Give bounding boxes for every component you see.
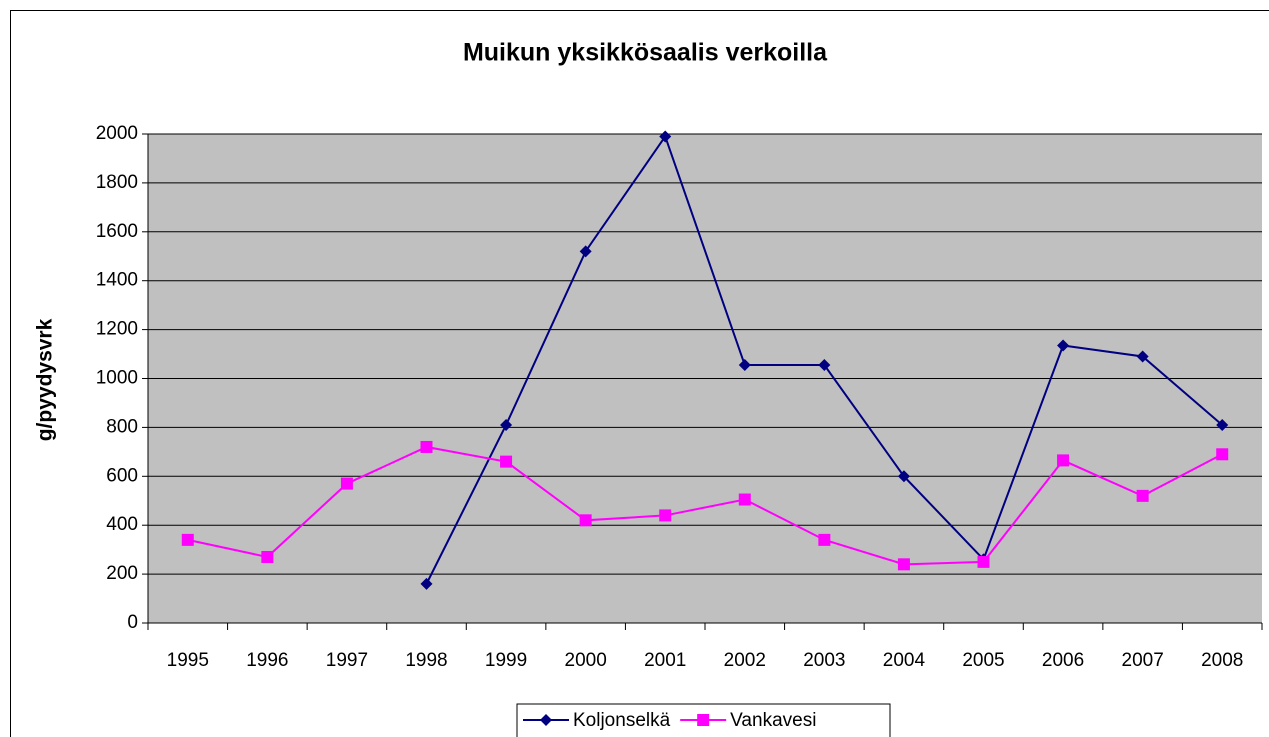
legend-label: Koljonselkä: [573, 710, 671, 731]
y-tick-label: 200: [106, 563, 138, 584]
x-tick-label: 1996: [246, 650, 288, 671]
y-tick-label: 0: [127, 612, 138, 633]
legend-label: Vankavesi: [730, 710, 816, 731]
data-point: [818, 359, 831, 372]
data-point: [818, 533, 831, 546]
data-point: [1216, 418, 1229, 431]
data-point: [659, 130, 672, 143]
chart-title: Muikun yksikkösaalis verkoilla: [463, 39, 828, 67]
x-tick-label: 1998: [405, 650, 447, 671]
x-tick-label: 2007: [1122, 650, 1164, 671]
y-tick-label: 1200: [96, 319, 138, 340]
data-point: [1136, 489, 1149, 502]
x-tick-label: 2001: [644, 650, 686, 671]
data-point: [340, 477, 353, 490]
x-tick-label: 2006: [1042, 650, 1084, 671]
data-point: [738, 493, 751, 506]
y-tick-label: 1400: [96, 270, 138, 291]
y-tick-label: 600: [106, 465, 138, 486]
data-point: [261, 550, 274, 563]
x-tick-label: 2008: [1201, 650, 1243, 671]
data-point: [579, 514, 592, 527]
y-tick-label: 1800: [96, 172, 138, 193]
y-tick-label: 1000: [96, 368, 138, 389]
x-tick-label: 2002: [724, 650, 766, 671]
data-point: [897, 558, 910, 571]
x-tick-label: 2004: [883, 650, 926, 671]
x-tick-label: 2000: [565, 650, 607, 671]
data-point: [738, 359, 751, 372]
legend-marker: [697, 714, 710, 726]
data-point: [420, 440, 433, 453]
x-tick-label: 2005: [962, 650, 1004, 671]
data-point: [420, 577, 433, 590]
y-tick-label: 800: [106, 416, 138, 437]
data-point: [579, 245, 592, 258]
y-tick-label: 1600: [96, 221, 138, 242]
y-tick-label: 400: [106, 514, 138, 535]
x-tick-label: 1997: [326, 650, 368, 671]
legend-marker: [540, 714, 552, 726]
data-point: [1057, 454, 1070, 467]
x-tick-label: 2003: [803, 650, 845, 671]
data-point: [1216, 448, 1229, 461]
data-point: [659, 509, 672, 522]
data-point: [1057, 339, 1070, 352]
series-line: [187, 445, 1223, 566]
data-point: [897, 470, 910, 483]
data-point: [500, 418, 513, 431]
data-point: [181, 533, 194, 546]
data-point: [1136, 350, 1149, 363]
data-point: [500, 455, 513, 468]
x-tick-label: 1999: [485, 650, 527, 671]
x-tick-label: 1995: [167, 650, 209, 671]
data-point: [977, 555, 990, 568]
y-tick-label: 2000: [96, 123, 138, 144]
y-axis-title: g/pyydysvrk: [34, 318, 57, 441]
